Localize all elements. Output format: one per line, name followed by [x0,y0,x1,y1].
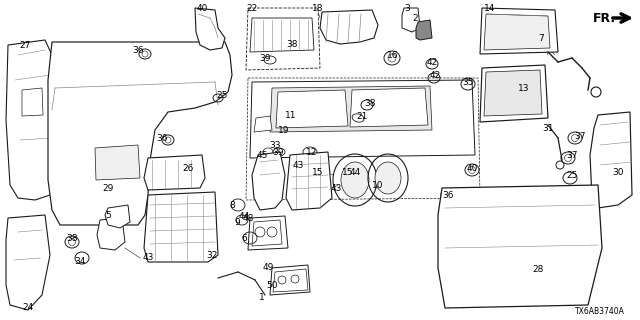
Text: 50: 50 [266,281,278,290]
Text: 31: 31 [542,124,554,132]
Polygon shape [402,8,420,32]
Text: 14: 14 [484,4,496,12]
Text: 42: 42 [429,70,440,79]
Text: 1: 1 [259,293,265,302]
Polygon shape [144,155,205,190]
Text: TX6AB3740A: TX6AB3740A [575,308,625,316]
Text: 44: 44 [349,167,360,177]
Text: 26: 26 [182,164,194,172]
Polygon shape [273,269,308,292]
Text: 16: 16 [387,51,399,60]
Text: 11: 11 [285,110,297,119]
Polygon shape [438,185,602,308]
Polygon shape [250,18,314,52]
Polygon shape [416,20,432,40]
Text: 13: 13 [518,84,530,92]
Text: 35: 35 [462,77,474,86]
Polygon shape [250,80,475,158]
Text: 38: 38 [364,99,376,108]
Polygon shape [276,90,348,128]
Text: 15: 15 [312,167,324,177]
Polygon shape [320,10,378,44]
Polygon shape [590,112,632,208]
Text: 45: 45 [256,150,268,159]
Text: 19: 19 [278,125,290,134]
Polygon shape [144,192,218,262]
Text: 43: 43 [292,161,304,170]
Polygon shape [270,86,432,132]
Text: 49: 49 [262,263,274,273]
Polygon shape [95,145,140,180]
Text: 25: 25 [566,171,578,180]
Text: 22: 22 [246,4,258,12]
Text: 21: 21 [356,111,368,121]
Polygon shape [97,218,125,250]
Polygon shape [480,8,558,54]
Text: 44: 44 [238,212,250,220]
Ellipse shape [375,162,401,194]
Text: 12: 12 [307,148,317,156]
Text: 48: 48 [243,213,253,222]
Polygon shape [195,8,225,50]
Text: 37: 37 [574,132,586,140]
Text: 38: 38 [67,234,77,243]
Text: 37: 37 [566,150,578,159]
Text: 36: 36 [442,190,454,199]
Text: 38: 38 [286,39,298,49]
Text: 43: 43 [330,183,342,193]
Text: 36: 36 [132,45,144,54]
Text: 42: 42 [426,58,438,67]
Text: 40: 40 [196,4,208,12]
Text: 43: 43 [142,253,154,262]
Text: 15: 15 [342,167,354,177]
Text: 33: 33 [269,140,281,149]
Polygon shape [270,265,310,295]
Text: 32: 32 [206,251,218,260]
Text: 9: 9 [234,218,240,227]
Text: 29: 29 [102,183,114,193]
Text: 40: 40 [467,164,477,172]
Polygon shape [350,88,428,127]
Text: 18: 18 [312,4,324,12]
Text: 24: 24 [22,303,34,313]
Text: 8: 8 [229,201,235,210]
Polygon shape [48,42,232,225]
Polygon shape [252,152,285,210]
Text: 28: 28 [532,266,544,275]
Polygon shape [484,14,550,50]
Polygon shape [105,205,130,228]
Polygon shape [286,152,332,210]
Text: 10: 10 [372,180,384,189]
Polygon shape [484,70,542,116]
Polygon shape [246,8,320,70]
Polygon shape [480,65,548,122]
Text: FR.: FR. [593,12,616,25]
Polygon shape [22,88,43,116]
Text: 39: 39 [259,53,271,62]
Polygon shape [6,40,60,200]
Text: 5: 5 [105,211,111,220]
Text: 7: 7 [538,34,544,43]
Text: 30: 30 [612,167,624,177]
Text: 3: 3 [404,4,410,12]
Polygon shape [252,220,282,246]
Text: 39: 39 [272,148,284,156]
Polygon shape [254,116,272,132]
Polygon shape [6,215,50,310]
Text: 2: 2 [412,13,418,22]
Ellipse shape [341,162,369,198]
Text: 6: 6 [241,234,247,243]
Text: 25: 25 [216,91,228,100]
Text: 27: 27 [19,41,31,50]
Text: 34: 34 [74,258,86,267]
Polygon shape [248,216,288,250]
Text: 36: 36 [156,133,168,142]
